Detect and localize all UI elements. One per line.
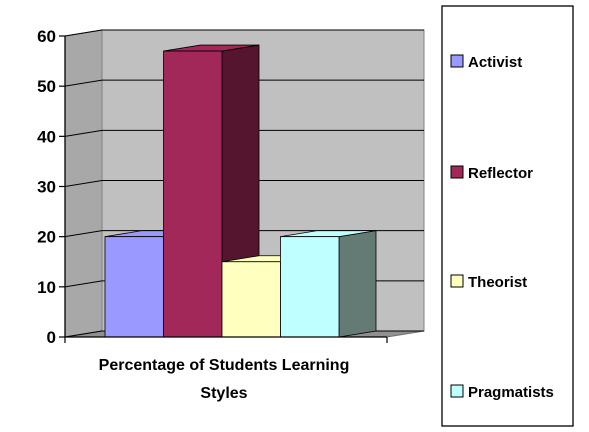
legend-item-activist: Activist [450, 54, 522, 71]
legend-swatch [450, 54, 464, 68]
y-tick-label: 10 [37, 278, 56, 297]
category-label-line-2: Styles [200, 385, 247, 402]
legend-label: Reflector [468, 165, 533, 182]
legend-item-pragmatists: Pragmatists [450, 384, 554, 401]
bar-front [104, 236, 164, 338]
gridline [64, 129, 424, 137]
y-tick-label: 60 [37, 27, 56, 46]
bar-front [163, 50, 223, 338]
legend-item-reflector: Reflector [450, 165, 533, 182]
y-tick-label: 20 [37, 228, 56, 247]
bar-pragmatists [280, 230, 377, 338]
category-label: Percentage of Students Learning Styles [99, 357, 350, 402]
bar-front [280, 236, 340, 338]
bar-front [221, 261, 281, 338]
legend-box [441, 5, 574, 427]
category-label-line-1: Percentage of Students Learning [99, 357, 350, 374]
bar-side [338, 230, 377, 338]
y-axis-ticks: 0 10 20 30 40 50 60 [37, 27, 65, 347]
legend: Activist Reflector Theorist Pragmatists [441, 5, 574, 427]
gridline [64, 180, 424, 187]
y-tick-label: 50 [37, 77, 56, 96]
y-tick-label: 30 [37, 178, 56, 197]
gridline [64, 79, 424, 87]
legend-label: Pragmatists [468, 384, 554, 401]
legend-swatch [450, 165, 464, 179]
y-tick-label: 0 [47, 328, 56, 347]
y-tick-label: 40 [37, 127, 56, 146]
legend-swatch [450, 274, 464, 288]
bars [104, 44, 377, 338]
legend-item-theorist: Theorist [450, 274, 527, 291]
legend-swatch [450, 384, 464, 398]
gridline [64, 29, 424, 37]
legend-label: Theorist [468, 274, 527, 291]
legend-label: Activist [468, 54, 522, 71]
